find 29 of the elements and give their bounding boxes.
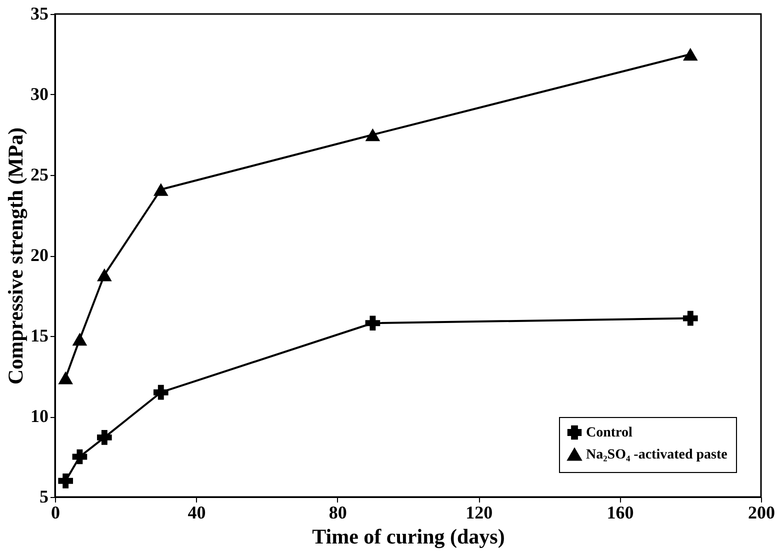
point xyxy=(97,268,112,282)
point xyxy=(97,430,112,445)
point xyxy=(72,449,88,464)
y-tick-label: 15 xyxy=(30,326,48,346)
x-tick-label: 120 xyxy=(466,502,493,522)
y-tick-label: 35 xyxy=(30,4,48,24)
point xyxy=(72,332,88,346)
point xyxy=(682,48,698,61)
y-axis-title: Compressive strength (MPa) xyxy=(4,127,28,385)
point xyxy=(58,473,74,488)
x-tick-label: 200 xyxy=(748,502,775,522)
legend-label: Na₂SO₄ -activated paste xyxy=(586,448,728,462)
y-tick-label: 5 xyxy=(40,486,48,506)
x-tick-label: 80 xyxy=(328,502,347,522)
legend-label: Control xyxy=(586,426,633,440)
x-axis-title: Time of curing (days) xyxy=(312,524,505,548)
y-tick-label: 30 xyxy=(30,84,48,104)
y-tick-label: 10 xyxy=(30,406,48,426)
point xyxy=(153,183,168,196)
x-tick-label: 0 xyxy=(51,502,60,522)
x-tick-label: 40 xyxy=(188,502,206,522)
point xyxy=(682,310,698,326)
point xyxy=(58,371,74,384)
point xyxy=(365,128,380,142)
y-tick-label: 25 xyxy=(30,164,48,184)
x-tick-label: 160 xyxy=(606,502,634,522)
point xyxy=(153,384,168,400)
y-tick-label: 20 xyxy=(30,245,48,265)
point xyxy=(365,316,380,331)
